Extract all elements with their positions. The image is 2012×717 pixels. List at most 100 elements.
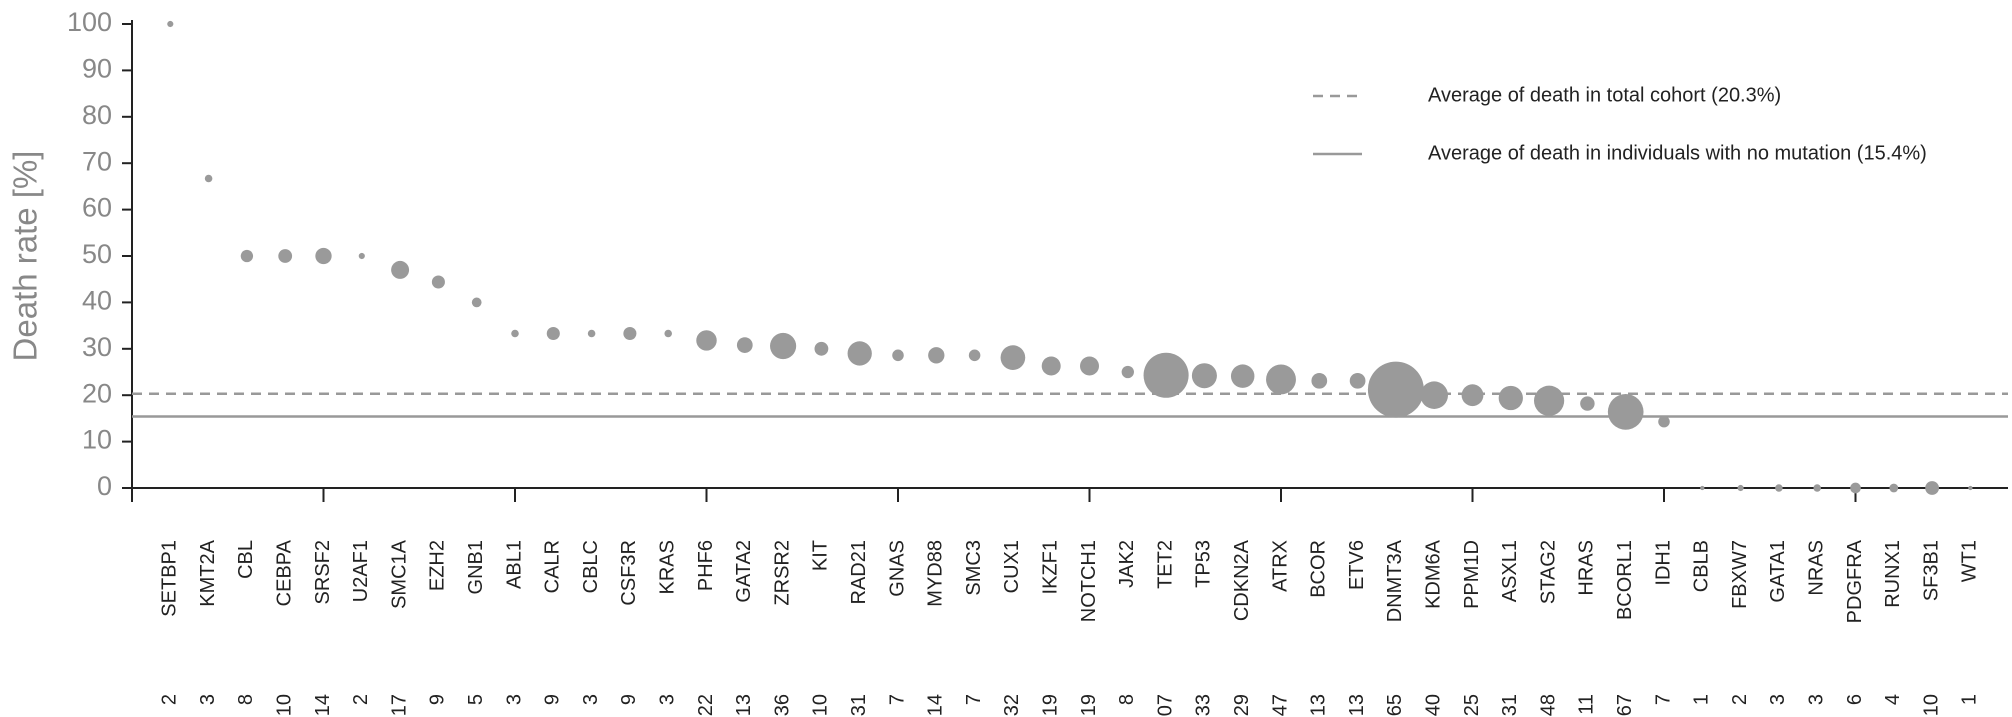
- x-tick-label: CSF3R: [618, 540, 640, 606]
- x-tick-label: GNB1: [465, 540, 487, 594]
- count-label: 1: [1959, 694, 1981, 705]
- x-tick-label: SMC3: [963, 540, 985, 596]
- bubble: [1461, 384, 1484, 407]
- x-tick-label: ATRX: [1269, 540, 1291, 592]
- count-label: 40: [1422, 694, 1444, 716]
- x-tick-label: CDKN2A: [1231, 539, 1253, 621]
- y-tick-label: 10: [82, 425, 112, 455]
- x-tick-label: GATA1: [1767, 540, 1789, 603]
- bubble: [1349, 372, 1366, 389]
- y-tick-label: 40: [82, 286, 112, 316]
- x-tick-label: SRSF2: [312, 540, 334, 604]
- bubble: [1000, 345, 1026, 370]
- count-label: 3: [580, 694, 602, 705]
- count-label: 22: [695, 694, 717, 716]
- bubble: [968, 349, 981, 362]
- y-tick-label: 60: [82, 193, 112, 223]
- bubble: [240, 249, 254, 263]
- bubble: [736, 337, 753, 353]
- bubble: [1607, 394, 1644, 430]
- count-label: 13: [733, 694, 755, 716]
- x-tick-label: GNAS: [886, 540, 908, 597]
- x-tick-label: ETV6: [1346, 540, 1368, 590]
- y-tick-label: 70: [82, 146, 112, 176]
- bubble: [204, 174, 213, 183]
- bubble: [1813, 484, 1821, 492]
- x-tick-label: NOTCH1: [1078, 540, 1100, 622]
- count-label: 9: [427, 694, 449, 705]
- bubble: [1121, 365, 1134, 379]
- count-label: 67: [1614, 694, 1636, 716]
- x-tick-label: SETBP1: [159, 540, 181, 617]
- bubble: [471, 297, 482, 308]
- count-label: 2: [1729, 694, 1751, 705]
- y-tick-label: 50: [82, 239, 112, 269]
- bubble: [1737, 484, 1744, 492]
- x-tick-label: ZRSR2: [771, 540, 793, 606]
- count-label: 2: [159, 694, 181, 705]
- bubble: [1420, 381, 1448, 409]
- count-label: 48: [1537, 694, 1559, 716]
- y-tick-label: 30: [82, 332, 112, 362]
- y-tick-label: 80: [82, 100, 112, 130]
- x-tick-label: EZH2: [427, 540, 449, 591]
- count-label: 13: [1308, 694, 1330, 716]
- bubble: [1850, 482, 1861, 494]
- count-label: 7: [886, 694, 908, 705]
- x-tick-label: BCORL1: [1614, 540, 1636, 620]
- x-tick-label: DNMT3A: [1384, 539, 1406, 622]
- count-label: 3: [656, 694, 678, 705]
- bubble: [1580, 396, 1595, 411]
- count-label: 47: [1269, 694, 1291, 716]
- bubble: [1658, 415, 1670, 428]
- x-tick-label: SMC1A: [388, 539, 410, 609]
- x-tick-label: U2AF1: [350, 540, 372, 602]
- x-tick-label: IKZF1: [1039, 540, 1061, 594]
- count-label: 4: [1882, 694, 1904, 705]
- count-label: 2: [350, 694, 372, 705]
- bubble: [770, 332, 797, 360]
- legend-label: Average of death in individuals with no …: [1428, 142, 1927, 164]
- x-tick-label: CBL: [235, 540, 257, 579]
- bubble: [1889, 483, 1899, 493]
- x-tick-label: RAD21: [848, 540, 870, 604]
- x-tick-label: KIT: [810, 540, 832, 571]
- count-label: 10: [273, 694, 295, 716]
- bubble: [1266, 364, 1296, 395]
- y-axis-label: Death rate [%]: [7, 151, 44, 362]
- count-label: 6: [1844, 694, 1866, 705]
- count-label: 3: [1767, 694, 1789, 705]
- bubble: [928, 347, 945, 364]
- bubble: [1533, 385, 1565, 416]
- count-label: 32: [1001, 694, 1023, 716]
- count-label: 3: [1805, 694, 1827, 705]
- bubble: [511, 329, 519, 338]
- count-label: 25: [1461, 694, 1483, 716]
- legend-label: Average of death in total cohort (20.3%): [1428, 84, 1781, 106]
- x-tick-label: RUNX1: [1882, 540, 1904, 608]
- count-label: 31: [1499, 694, 1521, 716]
- bubble: [1191, 363, 1217, 389]
- x-tick-label: ABL1: [503, 540, 525, 589]
- bubble: [431, 275, 445, 289]
- bubble: [847, 341, 872, 366]
- count-label: 11: [1576, 694, 1598, 715]
- x-tick-label: ASXL1: [1499, 540, 1521, 602]
- bubble: [696, 330, 717, 351]
- x-tick-label: WT1: [1959, 540, 1981, 582]
- bubble: [278, 249, 293, 263]
- count-label: 3: [503, 694, 525, 705]
- count-label: 9: [542, 694, 564, 705]
- count-label: 10: [1920, 694, 1942, 716]
- bubble: [1079, 356, 1100, 376]
- bubble: [1968, 485, 1973, 491]
- count-label: 14: [312, 694, 334, 716]
- bubble: [1311, 372, 1328, 389]
- x-tick-label: KRAS: [656, 540, 678, 594]
- y-tick-label: 0: [97, 471, 112, 501]
- count-label: 17: [388, 694, 410, 716]
- x-tick-label: PPM1D: [1461, 540, 1483, 609]
- count-label: 5: [465, 694, 487, 705]
- count-label: 107: [1154, 694, 1176, 717]
